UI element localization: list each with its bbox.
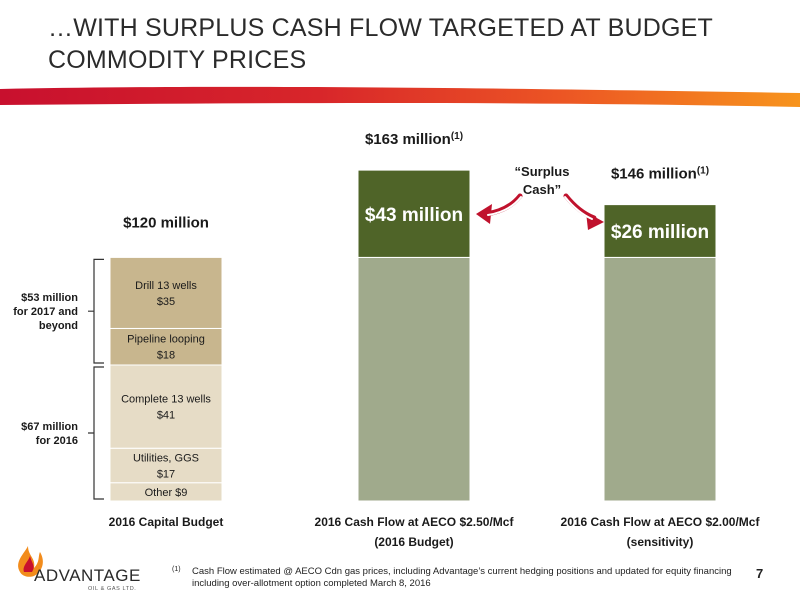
cashflow-base-bar [357, 256, 471, 502]
category-sublabel: (sensitivity) [627, 535, 694, 549]
capital-segment-complete-13-wells [109, 364, 223, 449]
footnote: (1) Cash Flow estimated @ AECO Cdn gas p… [172, 566, 732, 590]
capital-segment-label: $41 [157, 410, 175, 422]
bracket-label: beyond [39, 320, 78, 332]
bracket-label: for 2016 [36, 435, 78, 447]
bar-total-label: $120 million [123, 214, 209, 231]
surplus-annotation-line-1: “Surplus [515, 164, 570, 179]
logo-subtext: OIL & GAS LTD. [88, 586, 137, 592]
category-label: 2016 Cash Flow at AECO $2.00/Mcf [561, 515, 761, 529]
bracket-label: for 2017 and [13, 306, 78, 318]
cashflow-base-bar [603, 256, 717, 502]
capital-segment-label: $18 [157, 350, 175, 362]
bracket-label: $53 million [21, 292, 78, 304]
capital-segment-label: Utilities, GGS [133, 452, 199, 464]
advantage-logo-flame-icon [18, 546, 43, 577]
decorative-gradient-band [0, 86, 800, 107]
capital-segment-label: $35 [157, 296, 175, 308]
capital-segment-drill-13-wells [109, 256, 223, 329]
footnote-text: Cash Flow estimated @ AECO Cdn gas price… [192, 566, 732, 589]
surplus-annotation-line-2: Cash” [523, 182, 561, 197]
capital-segment-label: Other $9 [145, 487, 188, 499]
capital-segment-pipeline-looping [109, 327, 223, 366]
chart-bars [109, 169, 717, 502]
capital-segment-label: $17 [157, 468, 175, 480]
footnote-marker: (1) [172, 566, 181, 573]
surplus-cash-bar [603, 204, 717, 258]
bracket-line [88, 366, 104, 500]
surplus-cash-label: $26 million [611, 222, 709, 243]
capital-segment-label: Complete 13 wells [121, 394, 211, 406]
arrow-right-highlight [564, 196, 593, 220]
page-number: 7 [756, 566, 764, 581]
category-sublabel: (2016 Budget) [374, 535, 453, 549]
capital-segment-label: Drill 13 wells [135, 280, 197, 292]
bar-total-label: $146 million(1) [611, 166, 709, 183]
slide-title-line-1: …WITH SURPLUS CASH FLOW TARGETED AT BUDG… [48, 14, 713, 42]
bracket-line [88, 258, 104, 364]
arrow-left-highlight [487, 196, 522, 216]
arrow-left-head-icon [476, 204, 492, 224]
chart-brackets: $53 million for 2017 and beyond $67 million… [13, 258, 104, 500]
surplus-cash-label: $43 million [365, 205, 463, 226]
surplus-arrows: “Surplus Cash” [476, 164, 604, 230]
arrow-right-head-icon [586, 212, 604, 230]
surplus-cash-bar [357, 169, 471, 258]
slide-title-line-2: COMMODITY PRICES [48, 46, 307, 74]
slide-title: …WITH SURPLUS CASH FLOW TARGETED AT BUDG… [48, 12, 768, 76]
bracket-label: $67 million [21, 421, 78, 433]
logo-text: ADVANTAGE [34, 566, 141, 585]
category-label: 2016 Capital Budget [109, 515, 224, 529]
capital-segment-label: Pipeline looping [127, 334, 205, 346]
chart-labels: Other $9 Utilities, GGS $17 Complete 13 wel… [109, 131, 761, 549]
capital-segment-utilities-ggs [109, 447, 223, 484]
bar-total-label: $163 million(1) [365, 131, 463, 148]
category-label: 2016 Cash Flow at AECO $2.50/Mcf [315, 515, 515, 529]
